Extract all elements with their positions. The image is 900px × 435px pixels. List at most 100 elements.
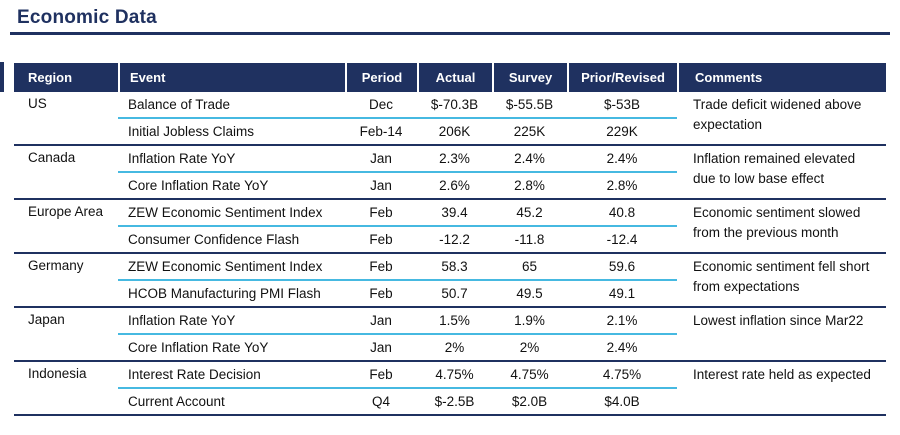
economic-data-table: Region Event Period Actual Survey Prior/…	[14, 63, 886, 416]
comment-cell: Interest rate held as expected	[693, 367, 871, 382]
prior-cell: $4.0B	[604, 394, 640, 409]
region-name: Europe Area	[28, 204, 104, 219]
row-separator	[118, 225, 677, 227]
prior-cell: 2.4%	[606, 151, 638, 166]
period-cell: Feb-14	[359, 124, 403, 139]
survey-cell: 2.4%	[514, 151, 545, 166]
row-separator	[118, 333, 677, 335]
header-actual: Actual	[417, 63, 492, 92]
period-cell: Feb	[369, 367, 393, 382]
survey-cell: 49.5	[516, 286, 543, 301]
region-name: Germany	[28, 258, 84, 273]
region-block-japan: Japan Inflation Rate YoY Jan 1.5% 1.9% 2…	[14, 308, 886, 362]
region-rows: ZEW Economic Sentiment Index Feb 58.3 65…	[118, 254, 677, 306]
actual-cell: 2.3%	[439, 151, 470, 166]
header-comments: Comments	[677, 63, 886, 92]
table-row: ZEW Economic Sentiment Index Feb 58.3 65…	[118, 254, 677, 279]
prior-cell: 2.8%	[606, 178, 638, 193]
prior-cell: 2.4%	[606, 340, 638, 355]
event-cell: ZEW Economic Sentiment Index	[128, 259, 323, 274]
region-block-indonesia: Indonesia Interest Rate Decision Feb 4.7…	[14, 362, 886, 416]
row-separator	[118, 387, 677, 389]
period-cell: Feb	[369, 286, 393, 301]
event-cell: HCOB Manufacturing PMI Flash	[128, 286, 321, 301]
table-row: Initial Jobless Claims Feb-14 206K 225K …	[118, 119, 677, 144]
row-separator	[118, 279, 677, 281]
period-cell: Feb	[369, 205, 393, 220]
actual-cell: 39.4	[441, 205, 468, 220]
table-row: Core Inflation Rate YoY Jan 2% 2% 2.4%	[118, 335, 677, 360]
table-row: Interest Rate Decision Feb 4.75% 4.75% 4…	[118, 362, 677, 387]
table-row: Current Account Q4 $-2.5B $2.0B $4.0B	[118, 389, 677, 414]
header-period: Period	[345, 63, 417, 92]
row-separator	[118, 117, 677, 119]
survey-cell: 65	[521, 259, 538, 274]
header-survey: Survey	[492, 63, 567, 92]
survey-cell: 225K	[513, 124, 546, 139]
comment-cell: Inflation remained elevated due to low b…	[693, 151, 856, 186]
comment-cell: Economic sentiment slowed from the previ…	[693, 205, 861, 240]
header-prior-revised: Prior/Revised	[567, 63, 677, 92]
prior-cell: 59.6	[608, 259, 636, 274]
region-rows: Inflation Rate YoY Jan 1.5% 1.9% 2.1% Co…	[118, 308, 677, 360]
actual-cell: $-70.3B	[430, 97, 479, 112]
period-cell: Feb	[369, 232, 393, 247]
survey-cell: 45.2	[516, 205, 543, 220]
header-event: Event	[118, 63, 345, 92]
table-row: Core Inflation Rate YoY Jan 2.6% 2.8% 2.…	[118, 173, 677, 198]
region-block-canada: Canada Inflation Rate YoY Jan 2.3% 2.4% …	[14, 146, 886, 200]
actual-cell: $-2.5B	[434, 394, 475, 409]
comment-cell: Economic sentiment fell short from expec…	[693, 259, 870, 294]
actual-cell: 58.3	[441, 259, 468, 274]
prior-cell: 40.8	[608, 205, 636, 220]
survey-cell: 2%	[519, 340, 540, 355]
period-cell: Dec	[368, 97, 393, 112]
region-name: Indonesia	[28, 366, 87, 381]
survey-cell: $2.0B	[511, 394, 548, 409]
period-cell: Jan	[370, 313, 392, 328]
actual-cell: 2%	[444, 340, 465, 355]
table-row: Consumer Confidence Flash Feb -12.2 -11.…	[118, 227, 677, 252]
event-cell: Core Inflation Rate YoY	[128, 340, 269, 355]
table-header: Region Event Period Actual Survey Prior/…	[14, 63, 886, 92]
region-name: Canada	[28, 150, 76, 165]
period-cell: Feb	[369, 259, 393, 274]
region-rows: Interest Rate Decision Feb 4.75% 4.75% 4…	[118, 362, 677, 414]
region-name: Japan	[28, 312, 65, 327]
survey-cell: 4.75%	[510, 367, 549, 382]
prior-cell: $-53B	[603, 97, 641, 112]
event-cell: Initial Jobless Claims	[128, 124, 255, 139]
prior-cell: 4.75%	[602, 367, 642, 382]
prior-cell: -12.4	[606, 232, 638, 247]
survey-cell: -11.8	[514, 232, 545, 247]
actual-cell: 4.75%	[435, 367, 474, 382]
table-row: Balance of Trade Dec $-70.3B $-55.5B $-5…	[118, 92, 677, 117]
table-row: Inflation Rate YoY Jan 2.3% 2.4% 2.4%	[118, 146, 677, 171]
region-rows: Inflation Rate YoY Jan 2.3% 2.4% 2.4% Co…	[118, 146, 677, 198]
title-underline	[10, 32, 890, 35]
survey-cell: 2.8%	[514, 178, 545, 193]
region-block-us: US Balance of Trade Dec $-70.3B $-55.5B …	[14, 92, 886, 146]
actual-cell: 206K	[438, 124, 471, 139]
region-block-europe-area: Europe Area ZEW Economic Sentiment Index…	[14, 200, 886, 254]
actual-cell: 50.7	[441, 286, 468, 301]
period-cell: Jan	[370, 340, 392, 355]
survey-cell: $-55.5B	[505, 97, 554, 112]
event-cell: Balance of Trade	[128, 97, 231, 112]
prior-cell: 229K	[606, 124, 638, 139]
period-cell: Jan	[370, 178, 392, 193]
period-cell: Jan	[370, 151, 392, 166]
region-rows: ZEW Economic Sentiment Index Feb 39.4 45…	[118, 200, 677, 252]
row-separator	[118, 171, 677, 173]
left-edge-accent	[0, 62, 4, 92]
event-cell: Inflation Rate YoY	[128, 151, 236, 166]
prior-cell: 49.1	[608, 286, 636, 301]
period-cell: Q4	[371, 394, 390, 409]
table-row: ZEW Economic Sentiment Index Feb 39.4 45…	[118, 200, 677, 225]
header-region: Region	[28, 70, 73, 85]
prior-cell: 2.1%	[606, 313, 638, 328]
region-rows: Balance of Trade Dec $-70.3B $-55.5B $-5…	[118, 92, 677, 144]
actual-cell: -12.2	[439, 232, 470, 247]
event-cell: Interest Rate Decision	[128, 367, 261, 382]
table-row: Inflation Rate YoY Jan 1.5% 1.9% 2.1%	[118, 308, 677, 333]
